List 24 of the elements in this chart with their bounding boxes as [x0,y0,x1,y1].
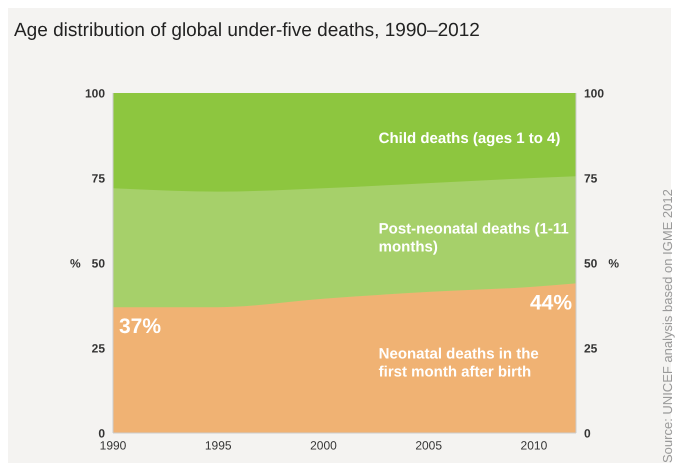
y2-axis-title: % [608,256,620,270]
y-axis-title: % [70,256,81,270]
x-tick-label: 1995 [204,438,232,453]
y-tick-label: 50 [92,256,106,270]
x-tick-label: 2005 [415,438,442,453]
chart-title: Age distribution of global under-five deaths, 1990–2012 [14,20,480,42]
y2-tick-label: 100 [584,86,604,100]
series-label: Child deaths (ages 1 to 4) [378,130,560,148]
y2-tick-label: 25 [584,341,598,356]
x-tick-label: 2000 [310,438,338,453]
source-note: Source: UNICEF analysis based on IGME 2012 [660,189,675,463]
y-tick-label: 0 [98,426,106,440]
y2-tick-label: 50 [584,256,598,270]
y-tick-label: 100 [84,86,106,100]
y-tick-label: 75 [92,171,106,186]
series-label: Post-neonatal deaths (1-11 months) [378,220,569,256]
y2-tick-label: 0 [584,426,591,440]
x-tick-label: 2010 [520,438,548,453]
y2-tick-label: 75 [584,171,598,186]
x-tick-label: 1990 [100,438,127,453]
y-tick-label: 25 [92,341,106,356]
data-label: 44% [530,291,572,314]
data-label: 37% [119,315,162,338]
series-label: Neonatal deaths in the first month after birth [378,345,539,380]
